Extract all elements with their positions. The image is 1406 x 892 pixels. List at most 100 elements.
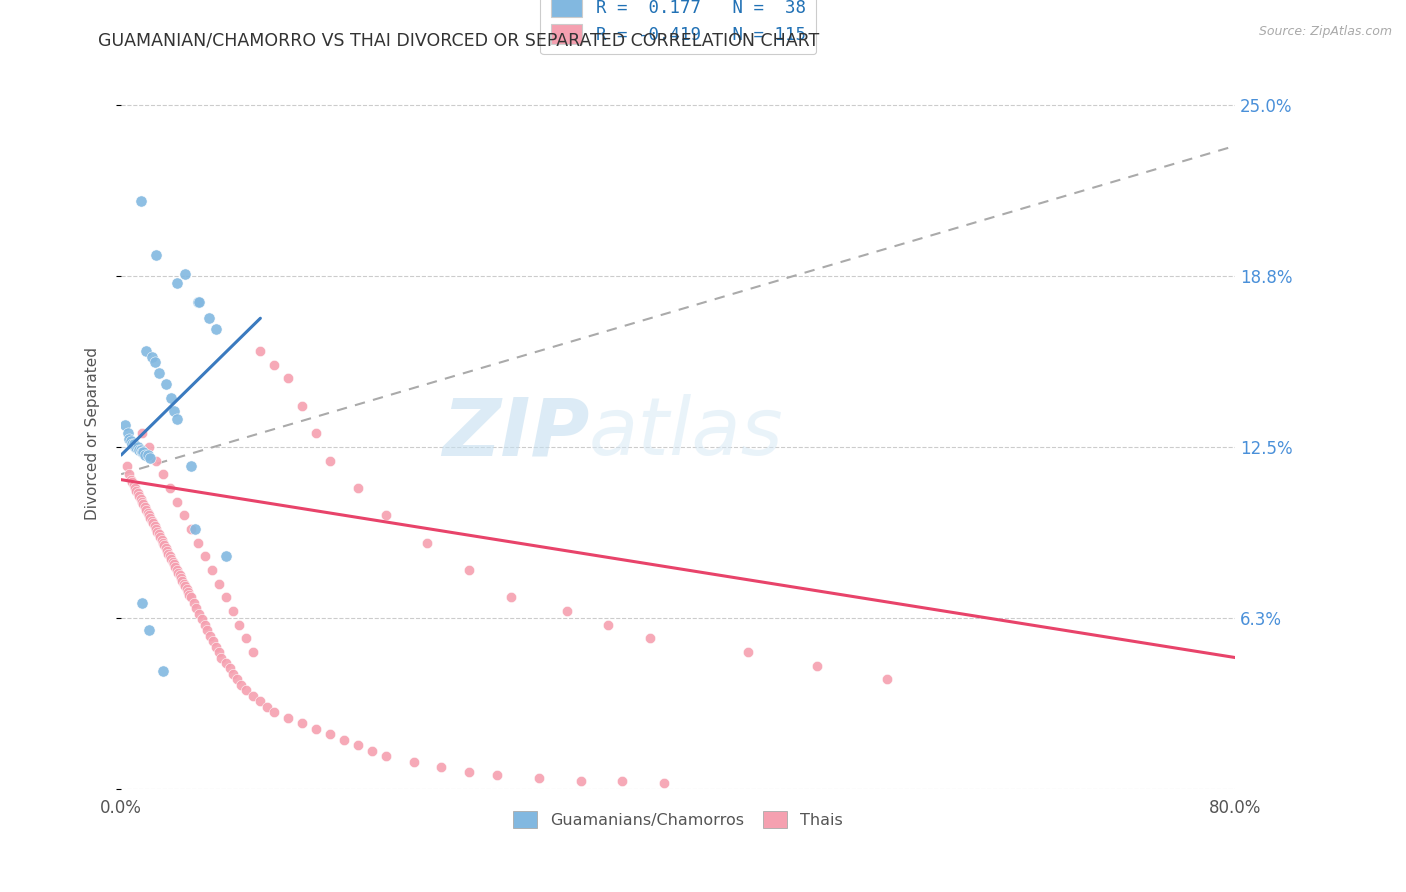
Point xyxy=(214,549,236,564)
Point xyxy=(148,527,170,541)
Point xyxy=(160,552,183,566)
Point xyxy=(155,376,177,391)
Point xyxy=(737,645,759,659)
Point xyxy=(120,434,142,449)
Point xyxy=(166,276,188,290)
Point xyxy=(150,533,173,547)
Text: Source: ZipAtlas.com: Source: ZipAtlas.com xyxy=(1258,25,1392,38)
Point xyxy=(139,450,162,465)
Point xyxy=(201,563,224,577)
Point xyxy=(122,437,145,451)
Point xyxy=(200,629,222,643)
Point xyxy=(184,522,207,536)
Point xyxy=(221,667,243,681)
Point xyxy=(305,426,328,441)
Point xyxy=(149,530,172,544)
Point xyxy=(136,506,159,520)
Point xyxy=(207,645,229,659)
Point xyxy=(125,440,148,454)
Point xyxy=(129,442,152,457)
Point xyxy=(347,738,370,752)
Point xyxy=(152,535,174,549)
Point xyxy=(333,732,356,747)
Point xyxy=(141,514,163,528)
Point xyxy=(159,549,181,564)
Point xyxy=(118,467,141,482)
Point xyxy=(263,358,285,372)
Point xyxy=(249,694,271,708)
Point xyxy=(876,673,898,687)
Point xyxy=(131,426,153,441)
Point xyxy=(125,483,148,498)
Point xyxy=(180,591,202,605)
Point xyxy=(127,440,149,454)
Point xyxy=(319,453,342,467)
Point xyxy=(176,582,198,596)
Point xyxy=(124,481,146,495)
Point xyxy=(117,426,139,441)
Point xyxy=(155,541,177,555)
Point xyxy=(124,440,146,454)
Point xyxy=(157,547,180,561)
Point xyxy=(136,448,159,462)
Point xyxy=(167,566,190,580)
Point xyxy=(145,248,167,262)
Point xyxy=(360,743,382,757)
Point xyxy=(291,399,314,413)
Point xyxy=(374,508,396,523)
Point xyxy=(430,760,453,774)
Point xyxy=(402,755,425,769)
Point xyxy=(127,486,149,500)
Point xyxy=(612,773,634,788)
Point xyxy=(165,560,187,574)
Point xyxy=(148,366,170,380)
Point xyxy=(115,458,138,473)
Point xyxy=(114,417,136,432)
Point xyxy=(122,478,145,492)
Point xyxy=(194,617,217,632)
Point xyxy=(118,432,141,446)
Point xyxy=(242,645,264,659)
Point xyxy=(228,617,250,632)
Point xyxy=(347,481,370,495)
Point xyxy=(169,568,191,582)
Point xyxy=(166,412,188,426)
Point xyxy=(187,535,209,549)
Point xyxy=(152,664,174,678)
Point xyxy=(138,508,160,523)
Point xyxy=(121,475,143,490)
Point xyxy=(374,749,396,764)
Point xyxy=(134,448,156,462)
Point xyxy=(242,689,264,703)
Point xyxy=(191,612,214,626)
Legend: Guamanians/Chamorros, Thais: Guamanians/Chamorros, Thais xyxy=(508,805,849,834)
Point xyxy=(142,516,165,531)
Point xyxy=(416,535,439,549)
Point xyxy=(204,640,226,654)
Point xyxy=(214,591,236,605)
Point xyxy=(128,489,150,503)
Point xyxy=(214,656,236,670)
Point xyxy=(160,391,183,405)
Point xyxy=(141,350,163,364)
Point xyxy=(134,500,156,514)
Text: ZIP: ZIP xyxy=(441,394,589,472)
Point xyxy=(177,585,200,599)
Point xyxy=(209,650,232,665)
Point xyxy=(132,445,155,459)
Point xyxy=(138,623,160,637)
Point xyxy=(138,440,160,454)
Point xyxy=(129,194,152,208)
Point xyxy=(131,494,153,508)
Point xyxy=(186,601,208,615)
Point xyxy=(120,473,142,487)
Point xyxy=(188,607,211,621)
Point xyxy=(225,673,247,687)
Point xyxy=(197,623,219,637)
Point xyxy=(458,563,481,577)
Point xyxy=(132,497,155,511)
Point xyxy=(159,481,181,495)
Point xyxy=(319,727,342,741)
Point xyxy=(249,344,271,359)
Point xyxy=(166,563,188,577)
